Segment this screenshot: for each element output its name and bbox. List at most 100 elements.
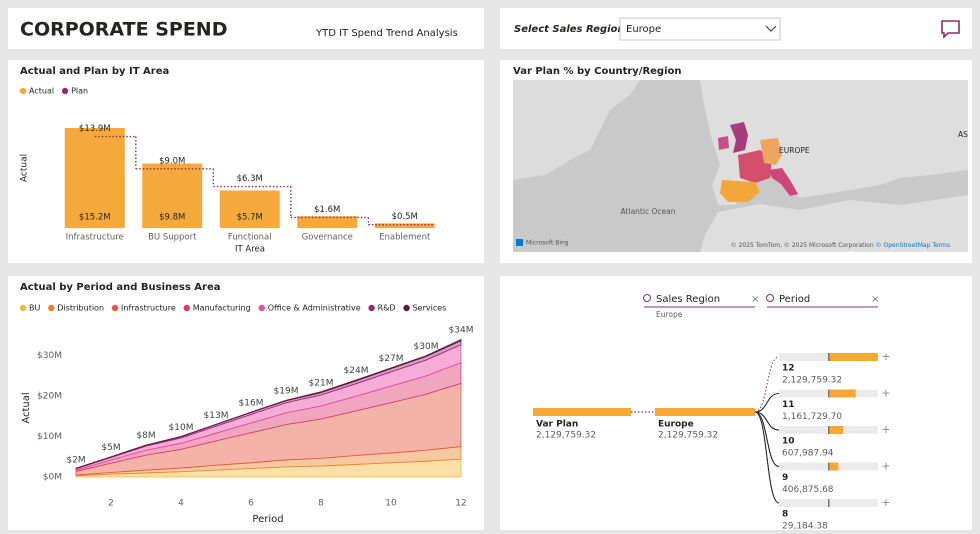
map-land: [700, 195, 968, 252]
field-selection: Europe: [656, 310, 683, 319]
data-label: $15.2M: [79, 213, 111, 223]
legend-label: Distribution: [57, 304, 104, 313]
x-tick-label: Functional: [228, 233, 272, 243]
tree-bar-axis: [828, 353, 830, 361]
x-axis-title: IT Area: [235, 245, 265, 255]
node-value: 29,184.38: [782, 522, 828, 532]
bing-logo: [516, 239, 523, 246]
x-tick-label: 2: [108, 499, 114, 509]
y-axis-title: Actual: [20, 154, 30, 182]
tree-bar[interactable]: [655, 408, 755, 416]
comment-icon[interactable]: [941, 20, 960, 39]
attribution-text: © 2025 TomTom, © 2025 Microsoft Corporat…: [731, 242, 874, 249]
tree-connector: [754, 411, 780, 504]
dropdown-value[interactable]: Europe: [626, 24, 661, 35]
expand-button[interactable]: +: [881, 387, 890, 400]
tree-bar[interactable]: [829, 426, 843, 434]
map-title: Var Plan % by Country/Region: [513, 66, 682, 77]
map: EUROPE Atlantic Ocean AS Microsoft Bing …: [513, 80, 968, 252]
map-land: [700, 80, 968, 205]
node-label[interactable]: 8: [782, 510, 788, 520]
legend-label: Actual: [29, 87, 54, 96]
tree-connector: [754, 356, 780, 413]
area-panel: [8, 276, 484, 530]
total-label: $8M: [136, 431, 155, 441]
x-tick-label: 4: [178, 499, 184, 509]
total-label: $13M: [204, 411, 229, 421]
dropdown-chevron[interactable]: [765, 25, 777, 32]
y-tick-label: $0M: [43, 473, 62, 483]
map-label: EUROPE: [779, 146, 810, 155]
bar: [142, 163, 203, 228]
expand-button[interactable]: +: [881, 423, 890, 436]
node-label[interactable]: 12: [782, 364, 795, 374]
tree-bar[interactable]: [829, 353, 878, 361]
x-tick-label: Governance: [302, 233, 353, 243]
x-tick-label: Enablement: [379, 233, 431, 243]
legend-label: Services: [413, 304, 447, 313]
map-attribution: © 2025 TomTom, © 2025 Microsoft Corporat…: [731, 242, 950, 249]
field-remove[interactable]: ×: [751, 294, 759, 305]
x-tick-label: 6: [248, 499, 254, 509]
dropdown[interactable]: [619, 17, 781, 41]
y-tick-label: $10M: [37, 432, 62, 442]
expand-button[interactable]: +: [881, 460, 890, 473]
filter-label: Select Sales Region: [514, 24, 625, 35]
bar: [219, 190, 280, 228]
total-label: $30M: [414, 342, 439, 352]
map-link[interactable]: © OpenStreetMap: [876, 242, 931, 249]
tree-bar[interactable]: [829, 389, 856, 398]
legend-marker: [19, 304, 27, 312]
bar: [374, 223, 435, 228]
chart-title: Actual and Plan by IT Area: [20, 66, 169, 77]
legend-marker: [368, 304, 375, 312]
total-label: $27M: [379, 354, 404, 364]
data-label: $9.8M: [159, 213, 185, 223]
legend-marker: [183, 304, 190, 312]
x-axis-title: Period: [252, 514, 283, 525]
legend-label: Manufacturing: [193, 304, 251, 313]
header-panel: [8, 8, 484, 49]
y-tick-label: $20M: [37, 391, 62, 401]
node-value: 2,129,759.32: [536, 431, 596, 441]
legend-marker: [258, 304, 265, 312]
node-label[interactable]: 11: [782, 400, 795, 410]
field-icon: [643, 294, 651, 302]
legend-marker: [48, 304, 55, 312]
y-tick-label: $30M: [37, 351, 62, 361]
expand-button[interactable]: +: [881, 350, 890, 363]
area: [75, 338, 462, 470]
tree-bar: [533, 408, 631, 416]
node-value: 607,987.94: [782, 449, 834, 459]
total-label: $21M: [309, 378, 334, 388]
page-title: CORPORATE SPEND: [20, 19, 227, 41]
data-label: $13.9M: [79, 124, 111, 134]
tree-bar-axis: [828, 426, 830, 434]
node-label[interactable]: 10: [782, 437, 795, 447]
expand-button[interactable]: +: [881, 496, 890, 509]
page-subtitle: YTD IT Spend Trend Analysis: [315, 28, 458, 39]
total-label: $19M: [274, 386, 299, 396]
legend-label: R&D: [378, 304, 396, 313]
bar: [297, 216, 358, 228]
map-label: AS: [958, 130, 968, 139]
data-label: $1.6M: [314, 205, 340, 215]
map-country: [720, 180, 760, 202]
tree-bar-axis: [828, 389, 830, 398]
total-label: $5M: [101, 443, 120, 453]
node-label[interactable]: 9: [782, 473, 788, 483]
data-label: $0.5M: [392, 212, 418, 222]
map-link[interactable]: Terms: [931, 242, 950, 249]
node-value: 406,875.68: [782, 485, 834, 495]
node-label: Europe: [658, 420, 694, 430]
total-label: $2M: [66, 455, 85, 465]
tree-bar-axis: [828, 462, 830, 471]
field-name: Period: [779, 294, 810, 305]
map-provider: Microsoft Bing: [526, 240, 569, 247]
field-icon: [766, 294, 774, 302]
node-label: Var Plan: [536, 420, 578, 430]
field-remove[interactable]: ×: [871, 294, 879, 305]
tree-fields: Sales Region × Europe Period ×: [643, 294, 879, 319]
tree-bar[interactable]: [829, 462, 839, 471]
